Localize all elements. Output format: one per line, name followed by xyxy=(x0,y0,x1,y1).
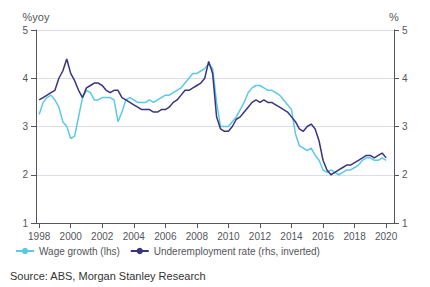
svg-text:5: 5 xyxy=(22,25,28,36)
svg-text:3: 3 xyxy=(402,121,408,132)
svg-text:Wage growth (lhs): Wage growth (lhs) xyxy=(39,246,120,257)
svg-text:2012: 2012 xyxy=(249,231,272,242)
svg-text:2014: 2014 xyxy=(280,231,303,242)
svg-text:3: 3 xyxy=(22,121,28,132)
svg-text:Underemployment rate (rhs, inv: Underemployment rate (rhs, inverted) xyxy=(154,246,320,257)
svg-text:2006: 2006 xyxy=(154,231,177,242)
svg-text:%: % xyxy=(389,11,399,23)
svg-text:Source: ABS, Morgan Stanley Re: Source: ABS, Morgan Stanley Research xyxy=(10,270,206,282)
svg-text:2010: 2010 xyxy=(217,231,240,242)
svg-text:1: 1 xyxy=(22,218,28,229)
svg-text:2002: 2002 xyxy=(91,231,114,242)
svg-text:%yoy: %yoy xyxy=(23,11,50,23)
svg-text:5: 5 xyxy=(402,25,408,36)
svg-text:2000: 2000 xyxy=(60,231,83,242)
svg-text:2020: 2020 xyxy=(375,231,398,242)
svg-text:1998: 1998 xyxy=(28,231,51,242)
svg-text:2018: 2018 xyxy=(343,231,366,242)
svg-text:1: 1 xyxy=(402,218,408,229)
svg-text:2: 2 xyxy=(22,169,28,180)
svg-text:2: 2 xyxy=(402,169,408,180)
svg-text:2004: 2004 xyxy=(123,231,146,242)
svg-text:2016: 2016 xyxy=(312,231,335,242)
svg-text:4: 4 xyxy=(402,73,408,84)
svg-text:4: 4 xyxy=(22,73,28,84)
svg-text:2008: 2008 xyxy=(186,231,209,242)
